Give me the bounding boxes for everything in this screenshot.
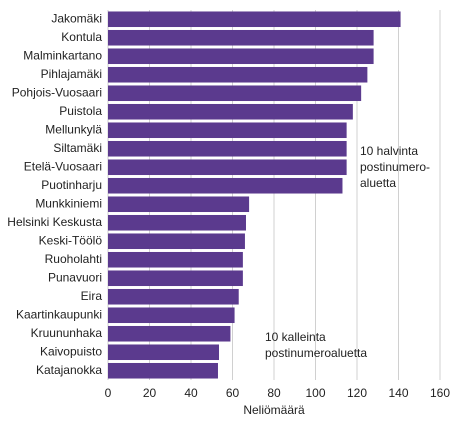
x-tick-label: 20 — [143, 386, 157, 400]
y-tick-label: Jakomäki — [51, 11, 102, 25]
x-tick-label: 160 — [430, 386, 450, 400]
bar — [108, 66, 368, 83]
bar — [108, 288, 239, 305]
y-tick-label: Kaivopuisto — [40, 344, 102, 358]
annotation: 10 kalleinta — [265, 330, 326, 344]
bar — [108, 29, 374, 46]
x-tick-label: 100 — [305, 386, 325, 400]
bar — [108, 140, 347, 157]
y-tick-label: Kaartinkaupunki — [16, 307, 102, 321]
bar — [108, 11, 401, 28]
y-tick-label: Punavuori — [48, 270, 102, 284]
bar — [108, 214, 246, 231]
bar — [108, 251, 243, 268]
bar — [108, 233, 245, 250]
y-tick-label: Keski-Töölö — [39, 233, 103, 247]
y-tick-label: Puotinharju — [41, 178, 102, 192]
y-tick-label: Ruoholahti — [45, 252, 102, 266]
y-tick-label: Munkkiniemi — [35, 196, 102, 210]
x-tick-label: 60 — [226, 386, 240, 400]
bar — [108, 196, 250, 213]
bar — [108, 159, 347, 176]
y-tick-label: Kontula — [61, 30, 102, 44]
bar — [108, 48, 374, 65]
y-tick-label: Mellunkylä — [45, 122, 102, 136]
x-tick-label: 120 — [347, 386, 367, 400]
x-tick-label: 40 — [184, 386, 198, 400]
annotation: 10 halvinta — [360, 144, 418, 158]
bar — [108, 325, 231, 342]
y-tick-label: Eira — [81, 289, 103, 303]
bar — [108, 103, 353, 120]
bar — [108, 344, 220, 361]
x-axis-label: Neliömäärä — [243, 403, 305, 417]
bar — [108, 362, 218, 379]
y-tick-label: Katajanokka — [36, 363, 102, 377]
bar — [108, 122, 347, 139]
x-tick-label: 0 — [105, 386, 112, 400]
bar — [108, 307, 235, 324]
bar — [108, 85, 362, 102]
y-tick-label: Pohjois-Vuosaari — [12, 85, 102, 99]
bar — [108, 177, 343, 194]
y-tick-label: Kruununhaka — [31, 326, 103, 340]
annotation: aluetta — [360, 176, 396, 190]
y-tick-label: Puistola — [59, 104, 102, 118]
y-tick-label: Pihlajamäki — [41, 67, 102, 81]
annotation: postinumero- — [360, 160, 430, 174]
bar — [108, 270, 243, 287]
x-tick-label: 80 — [267, 386, 281, 400]
y-tick-label: Siltamäki — [53, 141, 102, 155]
y-tick-label: Etelä-Vuosaari — [24, 159, 102, 173]
annotation: postinumeroaluetta — [265, 346, 367, 360]
y-tick-label: Helsinki Keskusta — [7, 215, 102, 229]
x-tick-label: 140 — [388, 386, 408, 400]
y-tick-label: Malminkartano — [23, 48, 102, 62]
